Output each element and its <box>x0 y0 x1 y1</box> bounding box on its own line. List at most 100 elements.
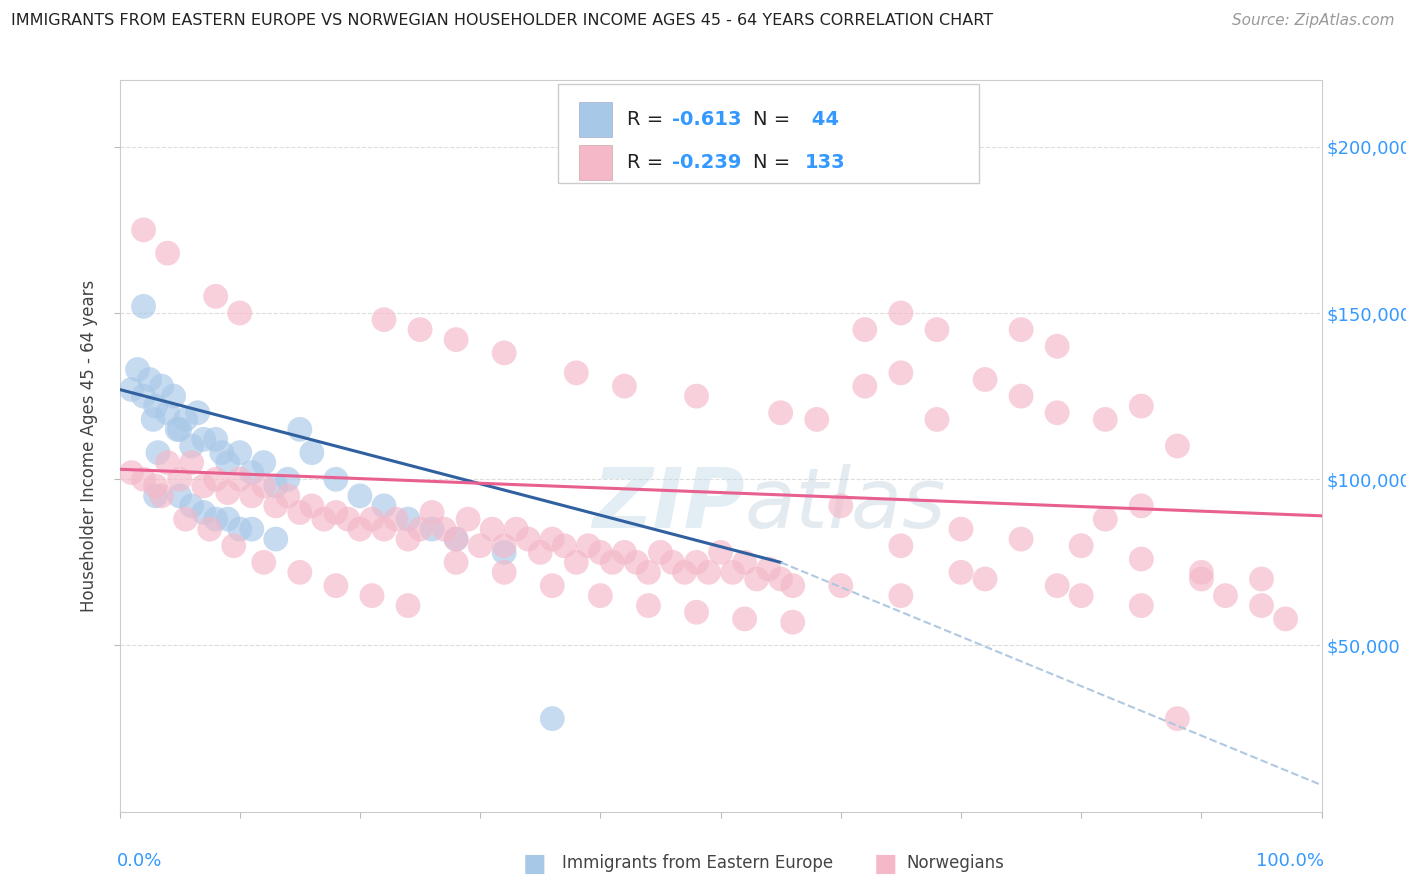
Point <box>240 489 263 503</box>
Point <box>974 572 997 586</box>
Point <box>145 479 167 493</box>
Text: Source: ZipAtlas.com: Source: ZipAtlas.com <box>1232 13 1395 29</box>
Point <box>494 346 516 360</box>
Point <box>253 456 276 470</box>
Point <box>396 532 419 546</box>
Point <box>745 572 768 586</box>
Point <box>325 579 347 593</box>
Point <box>685 555 707 569</box>
Point <box>853 323 876 337</box>
Point <box>145 489 167 503</box>
Point <box>541 712 564 726</box>
Point <box>121 466 143 480</box>
Point <box>457 512 479 526</box>
Point <box>277 489 299 503</box>
Point <box>1094 412 1116 426</box>
Point <box>420 522 443 536</box>
Point <box>420 506 443 520</box>
Point <box>1250 599 1272 613</box>
Point <box>253 555 276 569</box>
Point <box>145 399 167 413</box>
Point <box>444 333 467 347</box>
Point <box>565 366 588 380</box>
Point <box>193 506 215 520</box>
Point <box>673 566 696 580</box>
Point <box>541 579 564 593</box>
Point <box>444 555 467 569</box>
Point <box>373 522 395 536</box>
Point <box>132 472 155 486</box>
Point <box>132 299 155 313</box>
Text: ■: ■ <box>875 852 897 875</box>
Point <box>228 522 250 536</box>
Point <box>301 445 323 459</box>
Point <box>830 499 852 513</box>
Point <box>468 539 492 553</box>
Point <box>494 566 516 580</box>
Point <box>925 323 948 337</box>
Point <box>193 433 215 447</box>
Text: IMMIGRANTS FROM EASTERN EUROPE VS NORWEGIAN HOUSEHOLDER INCOME AGES 45 - 64 YEAR: IMMIGRANTS FROM EASTERN EUROPE VS NORWEG… <box>11 13 994 29</box>
Point <box>1010 323 1032 337</box>
Text: -0.613: -0.613 <box>672 110 742 129</box>
Point <box>361 512 384 526</box>
Point <box>553 539 575 553</box>
Point <box>1166 439 1188 453</box>
Point <box>890 366 912 380</box>
Point <box>409 522 432 536</box>
Point <box>169 489 191 503</box>
Point <box>373 312 395 326</box>
FancyBboxPatch shape <box>579 102 613 137</box>
Point <box>169 472 191 486</box>
Point <box>264 499 287 513</box>
Point <box>637 599 659 613</box>
Point <box>142 412 165 426</box>
Text: 0.0%: 0.0% <box>117 852 163 870</box>
Point <box>1046 579 1069 593</box>
Point <box>174 412 197 426</box>
Point <box>132 223 155 237</box>
Point <box>156 406 179 420</box>
Point <box>949 566 972 580</box>
Point <box>589 545 612 559</box>
Point <box>349 489 371 503</box>
Point <box>240 522 263 536</box>
Point <box>204 512 226 526</box>
Point <box>349 522 371 536</box>
Point <box>228 445 250 459</box>
Point <box>396 512 419 526</box>
Text: R =: R = <box>627 153 669 172</box>
Point <box>264 532 287 546</box>
Point <box>336 512 359 526</box>
Point <box>505 522 527 536</box>
FancyBboxPatch shape <box>558 84 979 183</box>
Point <box>949 522 972 536</box>
Point <box>925 412 948 426</box>
Point <box>217 512 239 526</box>
Point <box>288 506 311 520</box>
Text: N =: N = <box>754 153 797 172</box>
Text: N =: N = <box>754 110 797 129</box>
Point <box>325 472 347 486</box>
Point <box>288 422 311 436</box>
Point <box>769 406 792 420</box>
Point <box>1189 572 1212 586</box>
Point <box>494 539 516 553</box>
Point <box>494 545 516 559</box>
Point <box>734 612 756 626</box>
Point <box>685 605 707 619</box>
Point <box>1189 566 1212 580</box>
Point <box>253 479 276 493</box>
Point <box>565 555 588 569</box>
Point <box>180 499 202 513</box>
Point <box>806 412 828 426</box>
Point <box>288 566 311 580</box>
Point <box>650 545 672 559</box>
Point <box>146 445 169 459</box>
Point <box>228 306 250 320</box>
Point <box>162 389 184 403</box>
Point <box>193 479 215 493</box>
Point <box>150 379 173 393</box>
Point <box>198 522 221 536</box>
Text: 44: 44 <box>804 110 839 129</box>
